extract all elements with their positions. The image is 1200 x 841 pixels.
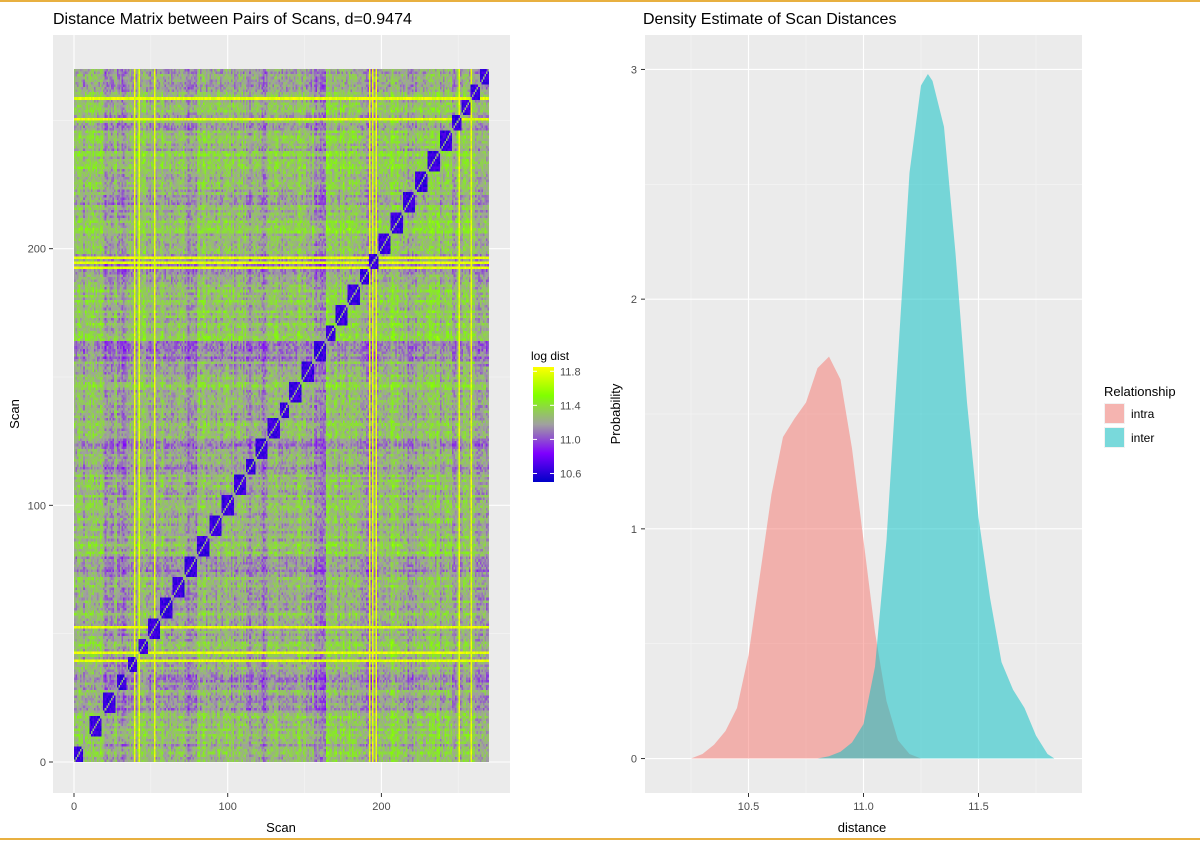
- colorbar-tick-label: 11.4: [560, 400, 581, 412]
- y-tick-label: 100: [28, 500, 46, 512]
- legend: intra inter: [1104, 403, 1155, 448]
- y-tick-label: 0: [40, 757, 46, 769]
- x-tick-label: 10.5: [738, 801, 759, 813]
- x-tick-label: 11.5: [968, 801, 989, 813]
- x-tick-label: 11.0: [853, 801, 874, 813]
- density-y-ticks: 0 1 2 3: [631, 64, 645, 766]
- colorbar-tick-label: 11.8: [560, 366, 581, 378]
- y-tick-label: 200: [28, 244, 46, 256]
- colorbar-tick-label: 11.0: [560, 434, 581, 446]
- heatmap-x-ticks: 0 100 200: [71, 793, 391, 813]
- colorbar-tick-label: 10.6: [560, 468, 581, 480]
- heatmap-cells: [74, 69, 489, 762]
- bottom-border: [0, 838, 1200, 840]
- y-tick-label: 3: [631, 64, 637, 76]
- top-border: [0, 0, 1200, 2]
- density-x-ticks: 10.5 11.0 11.5: [738, 793, 989, 813]
- colorbar: [533, 367, 554, 482]
- legend-swatch-inter: [1105, 428, 1124, 447]
- density-x-label: distance: [838, 820, 886, 835]
- y-tick-label: 2: [631, 294, 637, 306]
- colorbar-ticks: 11.8 11.4 11.0 10.6: [533, 366, 581, 480]
- x-tick-label: 200: [372, 801, 390, 813]
- heatmap-title: Distance Matrix between Pairs of Scans, …: [53, 11, 412, 28]
- heatmap-x-label: Scan: [266, 820, 296, 835]
- legend-label-intra: intra: [1131, 407, 1155, 421]
- y-tick-label: 0: [631, 754, 637, 766]
- density-area-intra: [691, 356, 1025, 759]
- density-areas: [691, 74, 1055, 759]
- legend-swatch-intra: [1105, 404, 1124, 423]
- x-tick-label: 100: [219, 801, 237, 813]
- colorbar-title: log dist: [531, 349, 570, 363]
- density-y-label: Probability: [608, 383, 623, 444]
- heatmap-y-ticks: 0 100 200: [28, 244, 53, 769]
- y-tick-label: 1: [631, 524, 637, 536]
- density-area-inter: [817, 74, 1055, 759]
- density-title: Density Estimate of Scan Distances: [643, 11, 896, 28]
- legend-label-inter: inter: [1131, 431, 1154, 445]
- x-tick-label: 0: [71, 801, 77, 813]
- legend-title: Relationship: [1104, 384, 1176, 399]
- heatmap-y-label: Scan: [7, 399, 22, 429]
